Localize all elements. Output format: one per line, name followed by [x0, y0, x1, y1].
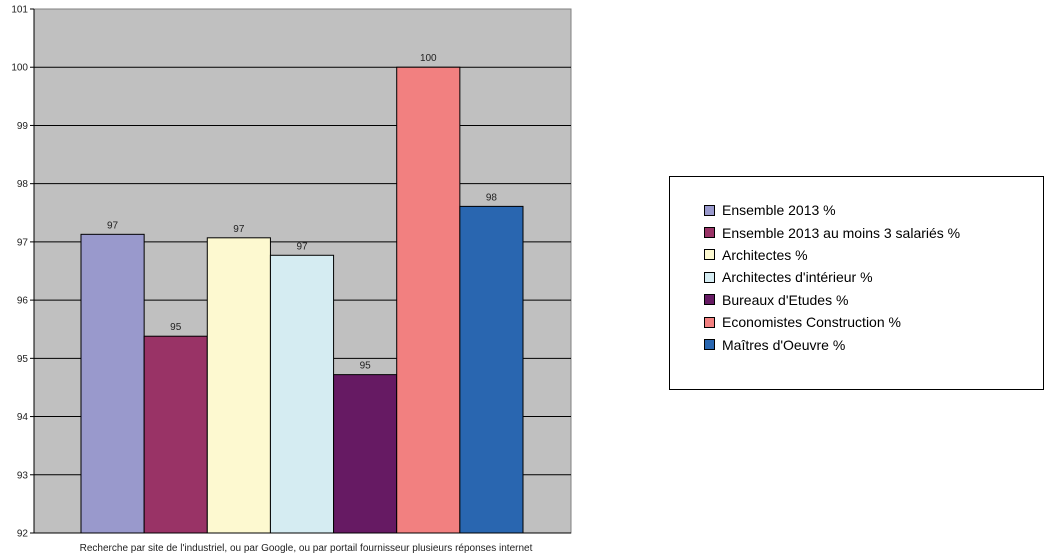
legend-label: Ensemble 2013 %	[722, 202, 836, 219]
y-tick-label: 100	[11, 63, 28, 74]
legend-item: Architectes %	[704, 244, 1043, 266]
y-axis-ticks: 92 93 94 95 96 97 98 99 100 101	[11, 5, 34, 540]
bar	[396, 66, 461, 534]
legend-label: Architectes d'intérieur %	[722, 269, 873, 286]
bar-value-label: 98	[486, 192, 498, 203]
legend-item: Ensemble 2013 au moins 3 salariés %	[704, 221, 1043, 243]
bar-value-label: 95	[360, 361, 372, 372]
legend-item: Bureaux d'Etudes %	[704, 289, 1043, 311]
legend-label: Economistes Construction %	[722, 314, 901, 331]
legend-swatch	[704, 249, 715, 261]
x-category-label: Recherche par site de l'industriel, ou p…	[80, 543, 533, 554]
legend-swatch	[704, 294, 715, 306]
y-tick-label: 101	[11, 5, 28, 16]
y-tick-label: 98	[17, 179, 29, 190]
bars: 97 95 97 97 95 100 98	[80, 53, 524, 534]
legend-label: Maîtres d'Oeuvre %	[722, 336, 846, 353]
legend-swatch	[704, 204, 715, 216]
legend-item: Architectes d'intérieur %	[704, 266, 1043, 288]
y-tick-label: 93	[17, 470, 29, 481]
legend-item: Economistes Construction %	[704, 311, 1043, 333]
bar	[333, 374, 398, 534]
legend-label: Ensemble 2013 au moins 3 salariés %	[722, 224, 961, 241]
bar-value-label: 100	[420, 53, 437, 64]
legend-label: Architectes %	[722, 246, 808, 263]
y-tick-label: 96	[17, 296, 29, 307]
legend-list: Ensemble 2013 % Ensemble 2013 au moins 3 …	[670, 177, 1043, 356]
bar-value-label: 97	[233, 224, 245, 235]
y-tick-label: 92	[17, 529, 29, 540]
y-tick-label: 97	[17, 237, 29, 248]
y-tick-label: 94	[17, 412, 29, 423]
bar-value-label: 97	[107, 220, 119, 231]
y-tick-label: 95	[17, 354, 29, 365]
bar-value-label: 95	[170, 322, 182, 333]
bar	[269, 254, 335, 534]
legend-swatch	[704, 316, 715, 328]
y-tick-label: 99	[17, 121, 29, 132]
legend-swatch	[704, 271, 715, 283]
legend-item: Maîtres d'Oeuvre %	[704, 333, 1043, 355]
legend-swatch	[704, 227, 715, 239]
bar	[459, 205, 524, 534]
legend-swatch	[704, 339, 715, 351]
legend: Ensemble 2013 % Ensemble 2013 au moins 3 …	[669, 176, 1044, 390]
bar	[206, 237, 271, 534]
legend-label: Bureaux d'Etudes %	[722, 291, 849, 308]
bar	[143, 335, 208, 534]
legend-item: Ensemble 2013 %	[704, 199, 1043, 221]
bar-value-label: 97	[296, 241, 308, 252]
bar	[80, 233, 145, 534]
